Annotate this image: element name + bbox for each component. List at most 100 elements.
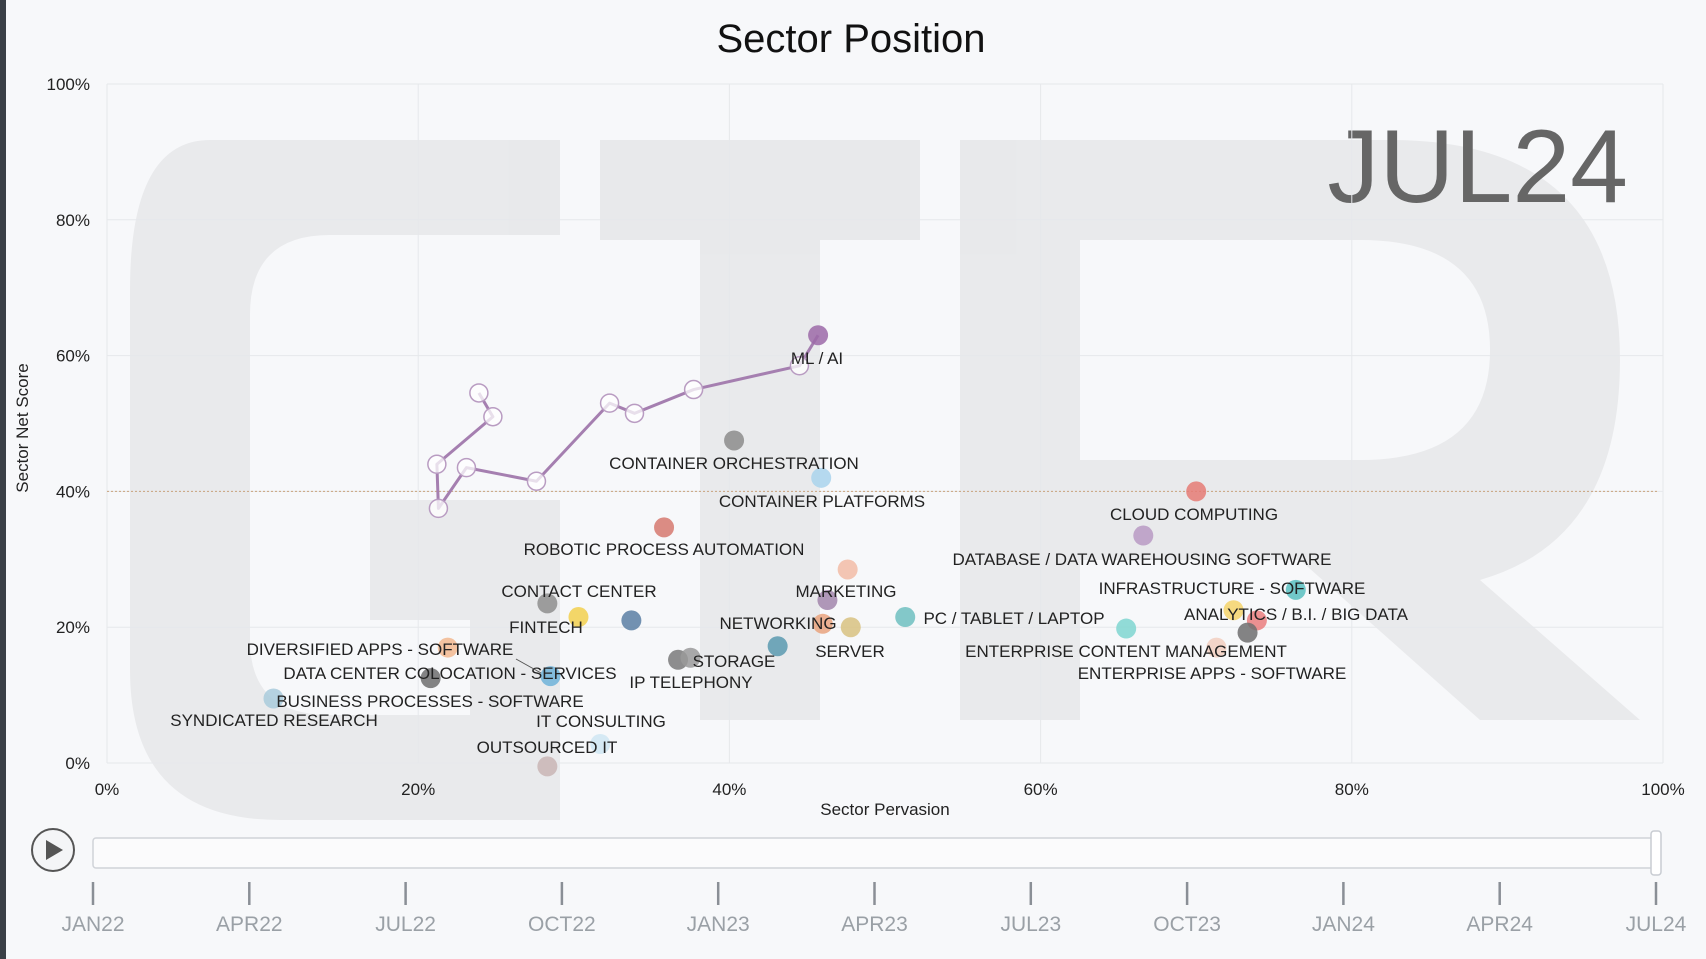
watermark-logo [130, 140, 1640, 820]
data-point[interactable] [590, 733, 611, 754]
point-label: STORAGE [693, 652, 776, 671]
timeline-label[interactable]: JUL24 [1626, 913, 1687, 936]
data-point[interactable] [1116, 618, 1137, 639]
point-labels: ML / AI CONTAINER ORCHESTRATION CONTAINER … [170, 349, 1408, 757]
timeline-ticks: JAN22 APR22 JUL22 OCT22 JAN23 APR23 JUL23 OCT23… [61, 882, 1687, 936]
trail-point [526, 471, 547, 491]
ml-ai-trail [427, 334, 820, 519]
timeline-label[interactable]: OCT22 [528, 913, 596, 936]
play-button[interactable] [31, 828, 75, 872]
timeline: JAN22 APR22 JUL22 OCT22 JAN23 APR23 JUL23 OCT23… [31, 828, 1687, 936]
x-tick-label: 20% [401, 780, 435, 799]
point-label: DIVERSIFIED APPS - SOFTWARE [247, 640, 514, 659]
data-point[interactable] [420, 668, 441, 689]
point-label: MARKETING [795, 582, 896, 601]
data-point[interactable] [808, 325, 829, 346]
data-point[interactable] [837, 559, 858, 580]
timeline-label[interactable]: JAN24 [1312, 913, 1375, 936]
data-point[interactable] [568, 607, 589, 628]
timeline-label[interactable]: JAN22 [61, 913, 124, 936]
y-tick-label: 40% [56, 482, 90, 501]
data-point[interactable] [895, 607, 916, 628]
data-point[interactable] [1186, 481, 1207, 502]
data-point[interactable] [1133, 525, 1154, 546]
data-point[interactable] [537, 593, 558, 614]
y-tick-label: 100% [47, 75, 90, 94]
point-label: ML / AI [791, 349, 843, 368]
data-point[interactable] [680, 647, 701, 668]
y-tick-label: 80% [56, 211, 90, 230]
chart-title: Sector Position [716, 17, 985, 61]
data-point[interactable] [437, 637, 458, 658]
data-point[interactable] [654, 517, 675, 538]
trail-point [683, 379, 704, 400]
point-label: NETWORKING [719, 614, 836, 633]
timeline-track[interactable] [92, 837, 1660, 869]
point-label: FINTECH [509, 618, 583, 637]
play-icon [46, 840, 63, 860]
trail-point [456, 457, 477, 478]
trail-point [428, 498, 449, 519]
point-label: PC / TABLET / LAPTOP [923, 609, 1104, 628]
trail-point [427, 454, 447, 474]
x-tick-label: 0% [95, 780, 120, 799]
data-point[interactable] [621, 610, 642, 631]
point-label: SYNDICATED RESEARCH [170, 711, 378, 730]
data-point[interactable] [1237, 622, 1258, 643]
data-point[interactable] [812, 613, 833, 634]
timeline-label[interactable]: JAN23 [687, 913, 750, 936]
timeline-label[interactable]: APR24 [1466, 913, 1533, 936]
point-label: DATABASE / DATA WAREHOUSING SOFTWARE [952, 550, 1331, 569]
point-label: INFRASTRUCTURE - SOFTWARE [1099, 579, 1366, 598]
point-label: IT CONSULTING [536, 712, 666, 731]
trail-point [789, 356, 810, 376]
data-point[interactable] [840, 617, 861, 638]
trail-point [624, 403, 645, 424]
point-label: ROBOTIC PROCESS AUTOMATION [524, 540, 805, 559]
data-point[interactable] [1223, 600, 1244, 621]
point-label: OUTSOURCED IT [477, 738, 618, 757]
point-label: DATA CENTER COLOCATION - SERVICES [283, 664, 616, 683]
point-label: CONTAINER PLATFORMS [719, 492, 925, 511]
timeline-handle[interactable] [1650, 830, 1662, 876]
data-point[interactable] [724, 430, 745, 451]
point-label: IP TELEPHONY [629, 673, 752, 692]
point-label: ENTERPRISE APPS - SOFTWARE [1078, 664, 1347, 683]
x-tick-label: 100% [1641, 780, 1684, 799]
y-axis-title: Sector Net Score [13, 363, 32, 492]
x-tick-label: 60% [1024, 780, 1058, 799]
y-tick-label: 0% [65, 754, 90, 773]
timeline-label[interactable]: OCT23 [1153, 913, 1221, 936]
data-point[interactable] [537, 756, 558, 777]
data-point[interactable] [767, 636, 788, 657]
x-tick-label: 80% [1335, 780, 1369, 799]
point-label: ENTERPRISE CONTENT MANAGEMENT [965, 642, 1287, 661]
trail-point [483, 406, 503, 427]
timeline-label[interactable]: APR22 [216, 913, 283, 936]
point-label: SERVER [815, 642, 885, 661]
point-label: CLOUD COMPUTING [1110, 505, 1278, 524]
point-label: ANALYTICS / B.I. / BIG DATA [1184, 605, 1409, 624]
data-points [263, 325, 1306, 777]
timeline-label[interactable]: JUL22 [375, 913, 436, 936]
y-tick-label: 60% [56, 347, 90, 366]
data-point[interactable] [817, 590, 838, 611]
data-point[interactable] [1285, 579, 1306, 600]
point-label: BUSINESS PROCESSES - SOFTWARE [276, 692, 583, 711]
data-point[interactable] [1206, 637, 1227, 658]
trail-point [599, 393, 620, 413]
axis-tick-labels: 0% 0% 20% 20% 40% 40% 60% 60% 80% 80% 100% 100% [47, 75, 1685, 799]
trail-point [469, 383, 489, 403]
point-label: CONTACT CENTER [501, 582, 656, 601]
timeline-label[interactable]: JUL23 [1000, 913, 1061, 936]
timeline-label[interactable]: APR23 [841, 913, 908, 936]
y-tick-label: 20% [56, 618, 90, 637]
label-leader-line [515, 658, 542, 674]
data-point[interactable] [263, 688, 284, 709]
data-point[interactable] [540, 666, 561, 687]
x-tick-label: 40% [712, 780, 746, 799]
point-label: CONTAINER ORCHESTRATION [609, 454, 859, 473]
data-point[interactable] [811, 467, 832, 488]
